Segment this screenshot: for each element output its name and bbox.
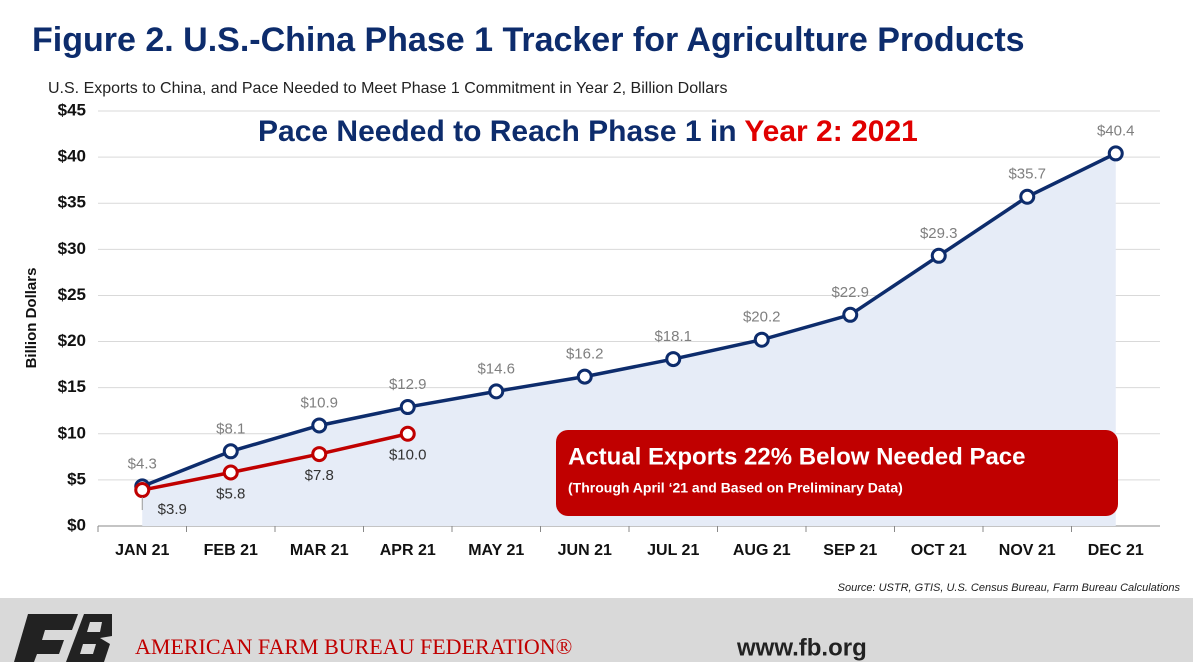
value-label: $35.7 (1008, 166, 1046, 183)
value-label: $16.2 (566, 346, 604, 363)
y-tick-label: $25 (58, 285, 86, 304)
y-tick-label: $35 (58, 193, 86, 212)
y-tick-label: $20 (58, 331, 86, 350)
chart-title: Figure 2. U.S.-China Phase 1 Tracker for… (32, 21, 1025, 59)
x-tick-label: MAR 21 (290, 542, 349, 559)
heading-highlight: Year 2: 2021 (744, 115, 917, 148)
x-tick-label: FEB 21 (204, 542, 258, 559)
x-tick-label: APR 21 (380, 542, 436, 559)
y-tick-label: $5 (67, 469, 86, 488)
x-tick-label: JUL 21 (647, 542, 699, 559)
value-label: $22.9 (831, 284, 869, 301)
x-tick-label: JAN 21 (115, 542, 169, 559)
chart-subtitle: U.S. Exports to China, and Pace Needed t… (48, 80, 727, 97)
x-tick-label: NOV 21 (999, 542, 1056, 559)
heading: Pace Needed to Reach Phase 1 in Year 2: … (258, 115, 918, 148)
x-tick-label: JUN 21 (558, 542, 612, 559)
value-label: $8.1 (216, 420, 245, 437)
y-tick-label: $30 (58, 239, 86, 258)
point (930, 247, 947, 264)
value-label: $29.3 (920, 225, 958, 242)
value-label: $40.4 (1097, 122, 1135, 139)
organization: AMERICAN FARM BUREAU FEDERATION® (135, 634, 572, 659)
point (134, 482, 151, 499)
y-axis-label: Billion Dollars (23, 268, 40, 369)
point (399, 399, 416, 416)
heading-text: Pace Needed to Reach Phase 1 in (258, 115, 744, 148)
y-tick-label: $15 (58, 377, 86, 396)
point (665, 351, 682, 368)
point (842, 306, 859, 323)
value-label: $20.2 (743, 309, 781, 326)
point (753, 331, 770, 348)
point (488, 383, 505, 400)
annotation-note: (Through April ‘21 and Based on Prelimin… (568, 480, 903, 496)
value-label: $5.8 (216, 485, 245, 502)
footer-band (0, 598, 1193, 662)
y-tick-label: $10 (58, 423, 86, 442)
y-tick-label: $0 (67, 515, 86, 534)
point (311, 417, 328, 434)
value-label: $4.3 (128, 455, 157, 472)
point (399, 425, 416, 442)
value-label: $10.9 (300, 394, 338, 411)
line (141, 432, 409, 492)
y-tick-label: $40 (58, 147, 86, 166)
x-tick-label: DEC 21 (1088, 542, 1144, 559)
x-tick-label: OCT 21 (911, 542, 967, 559)
value-label: $3.9 (158, 501, 187, 518)
y-tick-label: $45 (58, 100, 86, 119)
point (311, 446, 328, 463)
value-label: $7.8 (305, 467, 334, 484)
value-label: $12.9 (389, 376, 427, 393)
x-tick-label: SEP 21 (823, 542, 877, 559)
point (576, 368, 593, 385)
line (141, 151, 1117, 488)
source: Source: USTR, GTIS, U.S. Census Bureau, … (838, 582, 1181, 594)
point (222, 464, 239, 481)
point (222, 443, 239, 460)
value-label: $18.1 (654, 328, 692, 345)
website: www.fb.org (736, 634, 867, 661)
logo (14, 614, 112, 662)
x-tick-label: AUG 21 (733, 542, 791, 559)
annotation: Actual Exports 22% Below Needed Pace (568, 443, 1026, 470)
value-label: $14.6 (477, 360, 515, 377)
point (1107, 145, 1124, 162)
x-tick-label: MAY 21 (468, 542, 524, 559)
point (1019, 188, 1036, 205)
value-label: $10.0 (389, 447, 427, 464)
annotation-box (556, 430, 1118, 516)
